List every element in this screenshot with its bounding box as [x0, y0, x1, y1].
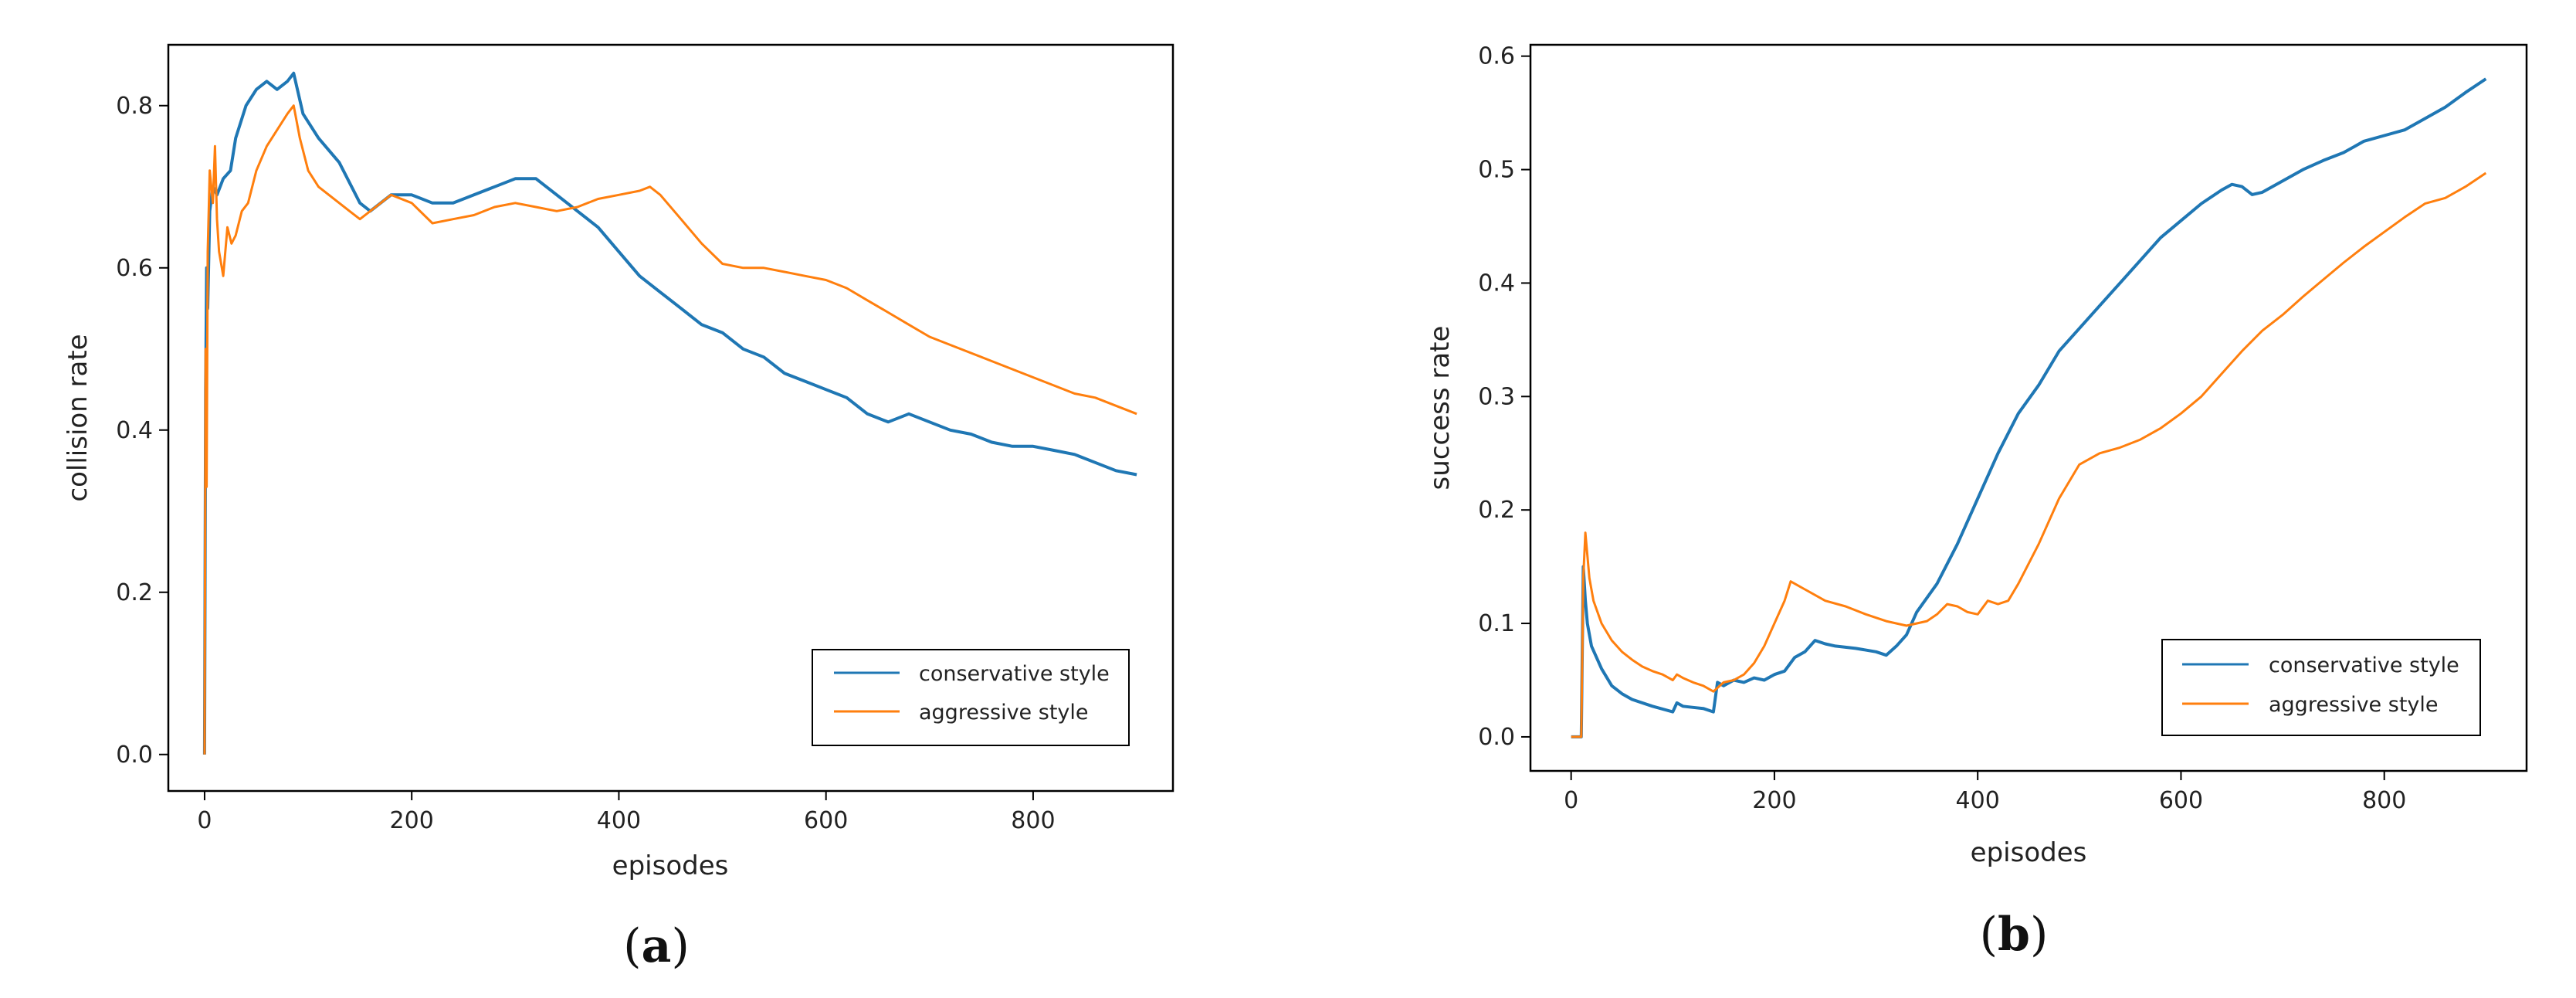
x-axis-label-b: episodes [1971, 837, 2087, 868]
x-tick-label: 600 [2159, 787, 2203, 814]
caption-b: (b) [1980, 908, 2049, 962]
series-group-a [202, 71, 1137, 755]
x-ticks-b: 0 200 400 600 800 [1564, 771, 2406, 814]
y-tick-label: 0.1 [1478, 610, 1515, 637]
y-tick-label: 0.5 [1478, 157, 1515, 184]
y-tick-label: 0.0 [116, 742, 153, 769]
x-tick-label: 400 [1956, 787, 2000, 814]
caption-open-b: ( [1980, 908, 1998, 962]
legend-label-conservative-a: conservative style [919, 662, 1110, 686]
y-tick-label: 0.8 [116, 93, 153, 120]
y-ticks-a: 0.0 0.2 0.4 0.6 0.8 [116, 93, 168, 769]
y-tick-label: 0.2 [1478, 497, 1515, 524]
legend-a: conservative style aggressive style [812, 649, 1130, 746]
y-ticks-b: 0.0 0.1 0.2 0.3 0.4 0.5 0.6 [1478, 43, 1530, 751]
caption-a: (a) [623, 919, 690, 973]
y-tick-label: 0.6 [116, 255, 153, 282]
legend-b: conservative style aggressive style [2161, 639, 2481, 736]
legend-label-conservative-b: conservative style [2269, 653, 2459, 677]
x-tick-label: 600 [804, 807, 848, 834]
series-line-aggressive-b [1571, 171, 2487, 738]
series-group-b [1571, 77, 2487, 738]
panel-b: 0 200 400 600 800 0.0 0.1 0.2 0.3 0.4 0.5 0.6 epis… [1425, 43, 2528, 962]
y-axis-label-a: collision rate [63, 334, 93, 501]
series-line-conservative-a [202, 71, 1137, 755]
x-tick-label: 200 [390, 807, 434, 834]
legend-box-a [812, 649, 1130, 746]
caption-close-a: ) [671, 919, 689, 973]
legend-label-aggressive-b: aggressive style [2269, 693, 2439, 717]
x-ticks-a: 0 200 400 600 800 [197, 791, 1056, 834]
y-tick-label: 0.2 [116, 579, 153, 606]
x-tick-label: 400 [597, 807, 641, 834]
y-tick-label: 0.3 [1478, 383, 1515, 410]
series-line-conservative-b [1571, 77, 2487, 738]
caption-letter-a: a [642, 919, 672, 973]
x-axis-label-a: episodes [612, 850, 729, 881]
series-line-aggressive-a [203, 104, 1137, 755]
y-axis-label-b: success rate [1425, 326, 1456, 491]
x-tick-label: 800 [1011, 807, 1055, 834]
y-tick-label: 0.4 [1478, 270, 1515, 297]
y-tick-label: 0.4 [116, 417, 153, 444]
x-tick-label: 200 [1752, 787, 1796, 814]
x-tick-label: 800 [2362, 787, 2406, 814]
caption-open-a: ( [623, 919, 641, 973]
caption-letter-b: b [1998, 908, 2030, 962]
caption-close-b: ) [2030, 908, 2048, 962]
y-tick-label: 0.6 [1478, 43, 1515, 70]
x-tick-label: 0 [1564, 787, 1578, 814]
y-tick-label: 0.0 [1478, 724, 1515, 751]
panel-a: 0 200 400 600 800 0.0 0.2 0.4 0.6 0.8 episodes c… [63, 43, 1174, 973]
x-tick-label: 0 [197, 807, 212, 834]
legend-label-aggressive-a: aggressive style [919, 701, 1089, 725]
legend-box-b [2161, 639, 2481, 736]
